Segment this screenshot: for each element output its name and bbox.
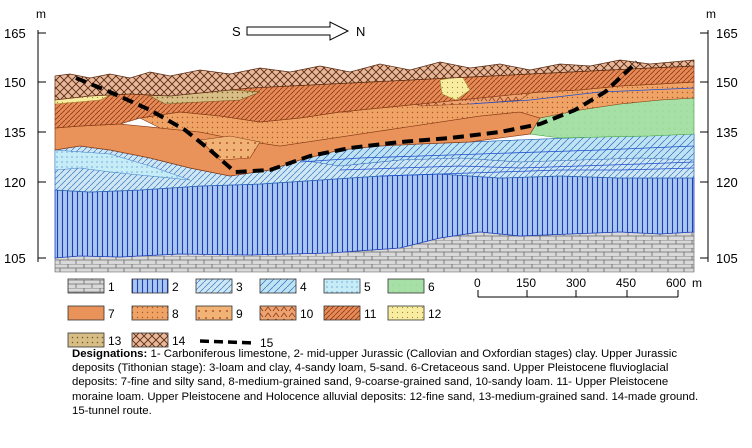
legend-label-11: 11: [364, 307, 377, 321]
right-tick-165: 165: [716, 26, 738, 41]
left-axis-unit: m: [36, 7, 46, 21]
scale-unit: m: [692, 276, 702, 290]
left-elevation-axis: m 165 150 135 120 105: [4, 7, 46, 266]
legend-swatch-3: [195, 278, 233, 294]
caption: Designations: 1- Carboniferous limestone…: [72, 347, 712, 418]
layer-contour-lines: [299, 87, 695, 177]
legend-label-13: 13: [108, 334, 122, 348]
legend-swatch-10: [259, 305, 297, 321]
layer-made-ground: [54, 59, 695, 101]
legend-label-9: 9: [236, 307, 243, 321]
legend-label-7: 7: [108, 307, 115, 321]
legend-swatch-15: [199, 339, 255, 345]
legend-label-1: 1: [108, 280, 115, 294]
direction-north-label: N: [356, 24, 365, 39]
legend-swatch-4: [259, 278, 297, 294]
legend-label-4: 4: [300, 280, 307, 294]
left-tick-105: 105: [4, 251, 26, 266]
right-tick-135: 135: [716, 125, 738, 140]
legend-label-3: 3: [236, 280, 243, 294]
legend-swatch-5: [323, 278, 361, 294]
legend-label-6: 6: [428, 280, 435, 294]
tunnel-route-line: [75, 60, 639, 175]
direction-south-label: S: [232, 24, 241, 39]
right-tick-150: 150: [716, 75, 738, 90]
legend-label-10: 10: [300, 307, 314, 321]
scale-bar: 0 150 300 450 600 m: [474, 276, 702, 298]
legend-swatch-1: [67, 278, 105, 294]
caption-text: 1- Carboniferous limestone, 2- mid-upper…: [72, 348, 699, 417]
direction-indicator: S N: [232, 21, 365, 41]
legend-swatch-14: [131, 332, 169, 348]
scale-label-150: 150: [516, 276, 536, 290]
legend-label-8: 8: [172, 307, 179, 321]
right-axis-unit: m: [706, 7, 716, 21]
legend-label-15: 15: [260, 336, 274, 350]
legend-label-14: 14: [172, 334, 186, 348]
right-tick-105: 105: [716, 251, 738, 266]
left-tick-150: 150: [4, 75, 26, 90]
layer-sand-blue: [54, 149, 191, 181]
legend-swatch-12: [387, 305, 425, 321]
scale-label-600: 600: [666, 276, 686, 290]
right-tick-120: 120: [716, 175, 738, 190]
direction-arrow-icon: [246, 21, 350, 41]
legend-label-12: 12: [428, 307, 442, 321]
left-tick-135: 135: [4, 125, 26, 140]
legend-swatch-13: [67, 332, 105, 348]
scale-label-450: 450: [616, 276, 636, 290]
legend-label-5: 5: [364, 280, 371, 294]
left-tick-165: 165: [4, 26, 26, 41]
legend-swatch-7: [67, 305, 105, 321]
cross-section: [54, 59, 695, 273]
legend-swatch-2: [131, 278, 169, 294]
right-elevation-axis: m 165 150 135 120 105: [700, 7, 738, 266]
caption-heading: Designations:: [72, 348, 148, 360]
scale-label-0: 0: [474, 276, 481, 290]
scale-label-300: 300: [566, 276, 586, 290]
legend-swatch-8: [131, 305, 169, 321]
left-tick-120: 120: [4, 175, 26, 190]
legend-swatch-9: [195, 305, 233, 321]
legend-swatch-6: [387, 278, 425, 294]
legend-swatch-11: [323, 305, 361, 321]
legend-label-2: 2: [172, 280, 179, 294]
